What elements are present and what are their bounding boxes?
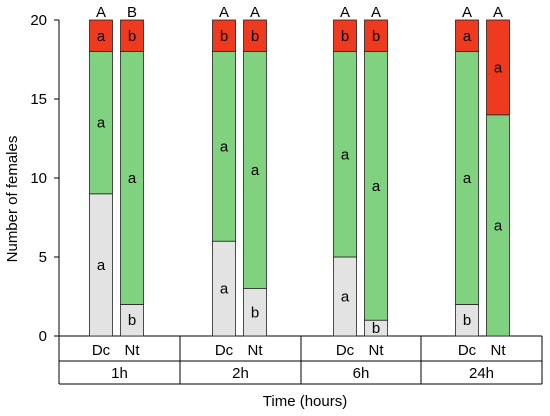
bar-6h-Dc: a a bA [333,4,357,337]
significance-letter: a [220,138,229,155]
top-significance-letter: A [250,4,260,21]
y-tick-label: 0 [39,328,47,345]
y-tick-label: 20 [30,12,47,29]
x-group-label: 6h [353,365,370,382]
bar-24h-Nt: a a A [486,4,510,337]
x-bar-label: Nt [125,342,141,359]
x-bar-label: Dc [458,342,477,359]
significance-letter: a [97,28,106,45]
bar-segment-top [120,19,144,53]
bar-2h-Dc: a a bA [212,4,236,337]
bar-segment-top [89,19,113,53]
top-significance-letter: B [127,4,137,21]
significance-letter: a [128,170,137,187]
top-significance-letter: A [462,4,472,21]
significance-letter: a [341,289,350,306]
bar-segment-top [364,19,388,53]
bar-segment-top [212,19,236,53]
x-axis-label: Time (hours) [263,393,347,410]
bar-segment-top [333,19,357,53]
x-categories: Dc Nt Dc Nt Dc Nt Dc Nt 1h 2h 6h 24h [92,342,507,382]
significance-letter: a [220,281,229,298]
significance-letter: a [372,178,381,195]
significance-letter: a [463,170,472,187]
x-bar-label: Dc [92,342,111,359]
top-significance-letter: A [219,4,229,21]
x-bar-label: Dc [336,342,355,359]
bar-segment-top [243,19,267,53]
significance-letter: b [251,28,259,45]
significance-letter: a [463,28,472,45]
significance-letter: b [372,320,380,337]
significance-letter: a [97,257,106,274]
x-bar-label: Nt [369,342,385,359]
significance-letter: a [494,59,503,76]
significance-letter: b [128,312,136,329]
top-significance-letter: A [371,4,381,21]
top-significance-letter: A [96,4,106,21]
significance-letter: b [341,28,349,45]
bar-segment-top [455,19,479,53]
significance-letter: b [220,28,228,45]
x-bar-label: Nt [491,342,507,359]
bar-segment-top [486,19,510,116]
x-group-label: 1h [111,365,128,382]
y-tick-label: 10 [30,170,47,187]
significance-letter: a [341,146,350,163]
x-bar-label: Nt [248,342,264,359]
significance-letter: b [463,312,471,329]
significance-letter: a [97,115,106,132]
y-axis-label: Number of females [4,136,21,263]
x-bar-label: Dc [215,342,234,359]
y-tick-label: 5 [39,249,47,266]
significance-letter: a [251,162,260,179]
significance-letter: b [251,304,259,321]
top-significance-letter: A [493,4,503,21]
x-group-label: 2h [232,365,249,382]
top-significance-letter: A [340,4,350,21]
significance-letter: b [372,28,380,45]
y-tick-label: 15 [30,91,47,108]
significance-letter: b [128,28,136,45]
x-group-label: 24h [469,365,494,382]
significance-letter: a [494,217,503,234]
